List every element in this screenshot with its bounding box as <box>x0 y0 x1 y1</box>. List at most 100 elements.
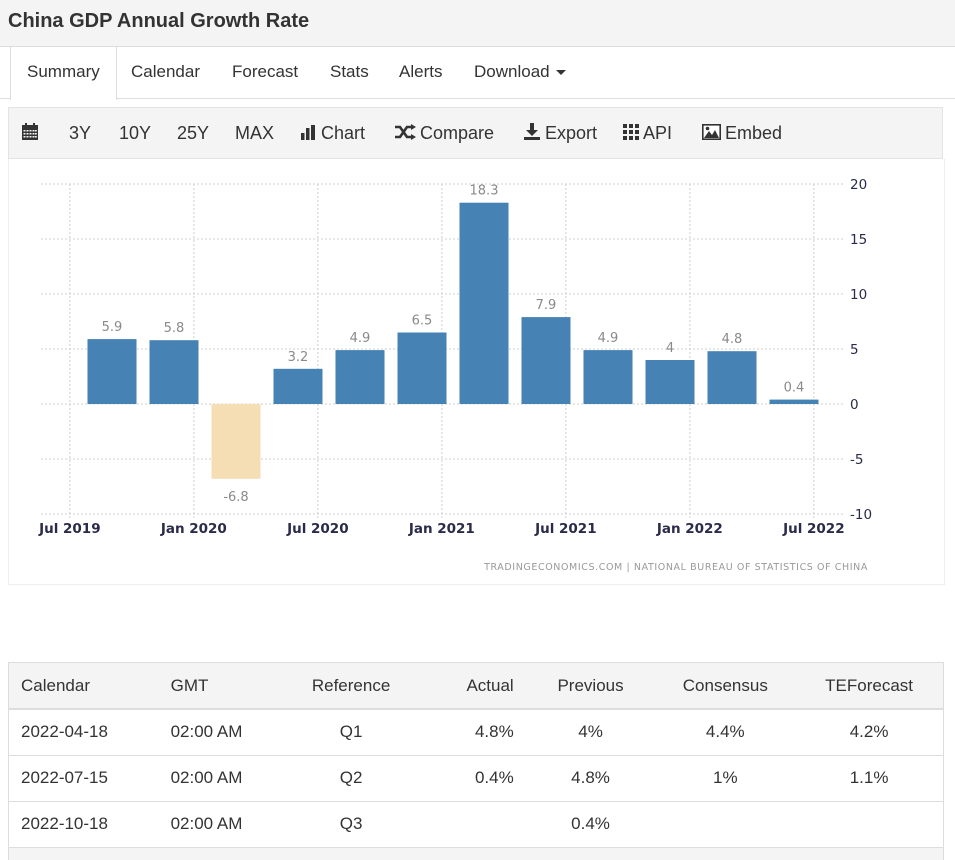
x-tick-label: Jan 2021 <box>408 521 475 537</box>
range-10y-button[interactable]: 10Y <box>119 123 152 143</box>
cell-calendar: 2022-10-18 <box>21 814 108 833</box>
cell-consensus: 1% <box>713 768 738 787</box>
bar <box>583 350 633 404</box>
embed-label: Embed <box>725 123 783 143</box>
cell-actual: 0.4% <box>474 768 514 787</box>
y-tick-label: -10 <box>850 507 872 523</box>
tab-stats[interactable]: Stats <box>330 62 369 81</box>
cell-previous: 4% <box>578 722 603 742</box>
chart-container: 5.9 5.8 -6.8 3.2 4.9 6.5 18.3 7.9 4.9 4 4.8 0.4 20 1… <box>8 159 945 585</box>
bar-value-label: 5.8 <box>164 321 185 336</box>
bar-value-label: 0.4 <box>784 381 805 396</box>
cell-reference: Q2 <box>339 768 363 787</box>
x-tick-label: Jul 2020 <box>286 521 349 537</box>
header-gmt: GMT <box>158 663 287 710</box>
cell-consensus: 4.4% <box>705 722 745 742</box>
header-consensus: Consensus <box>655 663 796 710</box>
cell-actual <box>416 801 526 847</box>
bar <box>87 339 137 404</box>
header-calendar: Calendar <box>9 663 159 710</box>
x-axis: Jul 2019 Jan 2020 Jul 2020 Jan 2021 Jul 2021… <box>38 521 845 537</box>
cell-actual: 4.8% <box>474 722 514 742</box>
cell-gmt: 02:00 AM <box>170 768 243 787</box>
cell-calendar: 2022-04-18 <box>21 722 108 742</box>
cell-consensus <box>655 801 795 847</box>
cell-gmt: 02:00 AM <box>170 814 243 833</box>
bars <box>87 202 819 479</box>
header-teforecast: TEForecast <box>795 663 943 710</box>
data-labels: 5.9 5.8 -6.8 3.2 4.9 6.5 18.3 7.9 4.9 4 4.8 0.4 <box>102 184 805 505</box>
calendar-icon <box>22 123 38 141</box>
bar-value-label: 4 <box>666 341 674 356</box>
x-tick-label: Jul 2022 <box>782 521 845 537</box>
bar-value-label: 6.5 <box>412 314 433 329</box>
calendar-table: Calendar GMT Reference Actual Previous C… <box>8 662 944 860</box>
y-tick-label: -5 <box>850 452 863 468</box>
x-tick-label: Jan 2020 <box>160 521 227 537</box>
x-tick-label: Jan 2022 <box>656 521 723 537</box>
bar-value-label: 4.9 <box>598 331 619 346</box>
bar-value-label: 7.9 <box>536 298 557 313</box>
compare-button[interactable]: Compare <box>394 108 494 158</box>
download-icon <box>524 123 540 141</box>
cell-teforecast: 4.2% <box>849 722 889 742</box>
bar-value-label: 18.3 <box>470 184 499 199</box>
header-reference: Reference <box>286 663 416 710</box>
tab-download[interactable]: Download <box>458 47 582 99</box>
cell-reference: Q1 <box>339 722 363 742</box>
bar-value-label: 4.9 <box>350 331 371 346</box>
bar-value-label: 4.8 <box>722 332 743 347</box>
bar-value-label: -6.8 <box>223 490 248 505</box>
bar-chart: 5.9 5.8 -6.8 3.2 4.9 6.5 18.3 7.9 4.9 4 4.8 0.4 20 1… <box>38 177 872 573</box>
bar <box>645 360 695 404</box>
table-row: 2022-04-18 02:00 AM Q1 4.8% 4% 4.4% 4.2% <box>9 709 943 755</box>
bar <box>273 368 323 404</box>
caret-down-icon <box>555 70 566 76</box>
bar <box>149 340 199 404</box>
table-row: 2022-10-18 02:00 AM Q3 0.4% <box>9 801 943 847</box>
bar <box>769 399 819 404</box>
cell-previous: 4.8% <box>571 768 610 787</box>
title-bar: China GDP Annual Growth Rate <box>0 0 955 47</box>
tab-calendar[interactable]: Calendar <box>131 62 200 81</box>
tab-bar: Summary Calendar Forecast Stats Alerts D… <box>0 47 955 100</box>
tab-summary[interactable]: Summary <box>10 47 117 100</box>
api-label: API <box>643 123 673 143</box>
table-header-row: Calendar GMT Reference Actual Previous C… <box>9 663 943 710</box>
calendar-button[interactable] <box>21 108 43 158</box>
bar <box>459 202 509 404</box>
header-previous: Previous <box>525 663 656 710</box>
api-button[interactable]: API <box>623 108 672 158</box>
cell-teforecast <box>795 801 943 847</box>
cell-previous: 0.4% <box>571 814 610 833</box>
cell-reference: Q3 <box>339 814 363 833</box>
bar-value-label: 3.2 <box>288 350 309 365</box>
range-max-button[interactable]: MAX <box>235 123 275 143</box>
export-button[interactable]: Export <box>523 108 597 158</box>
tab-download-label: Download <box>474 62 550 81</box>
y-axis: 20 15 10 5 0 -5 -10 <box>850 177 872 523</box>
table-row-partial <box>9 847 943 860</box>
chart-toolbar: 3Y 10Y 25Y MAX Chart Compare Export <box>8 107 943 159</box>
cell-gmt: 02:00 AM <box>170 722 243 742</box>
tab-alerts[interactable]: Alerts <box>399 62 443 81</box>
bar-chart-icon <box>301 125 315 141</box>
shuffle-icon <box>395 124 416 141</box>
range-3y-button[interactable]: 3Y <box>69 123 92 143</box>
bar <box>521 317 571 404</box>
grid-icon <box>623 124 639 141</box>
embed-button[interactable]: Embed <box>702 108 782 158</box>
tab-forecast[interactable]: Forecast <box>232 62 299 81</box>
table-row: 2022-07-15 02:00 AM Q2 0.4% 4.8% 1% 1.1% <box>9 755 943 801</box>
y-tick-label: 20 <box>850 177 867 193</box>
x-tick-label: Jul 2021 <box>534 521 597 537</box>
y-tick-label: 10 <box>850 287 867 303</box>
page-title: China GDP Annual Growth Rate <box>8 10 310 32</box>
cell-teforecast: 1.1% <box>849 768 889 787</box>
range-25y-button[interactable]: 25Y <box>177 123 210 143</box>
export-label: Export <box>545 123 598 143</box>
chart-type-button[interactable]: Chart <box>301 108 365 158</box>
cell-calendar: 2022-07-15 <box>21 768 108 787</box>
compare-label: Compare <box>420 123 495 143</box>
bar-value-label: 5.9 <box>102 320 123 335</box>
